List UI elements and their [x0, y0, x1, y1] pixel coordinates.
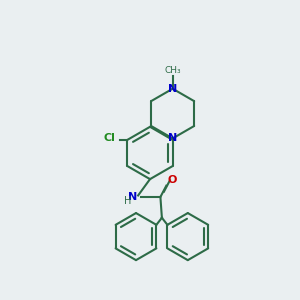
- Text: CH₃: CH₃: [164, 66, 181, 75]
- Text: N: N: [128, 192, 137, 202]
- Text: N: N: [168, 84, 177, 94]
- Text: O: O: [168, 175, 177, 185]
- Text: Cl: Cl: [103, 134, 116, 143]
- Text: N: N: [168, 134, 177, 143]
- Text: H: H: [124, 196, 131, 206]
